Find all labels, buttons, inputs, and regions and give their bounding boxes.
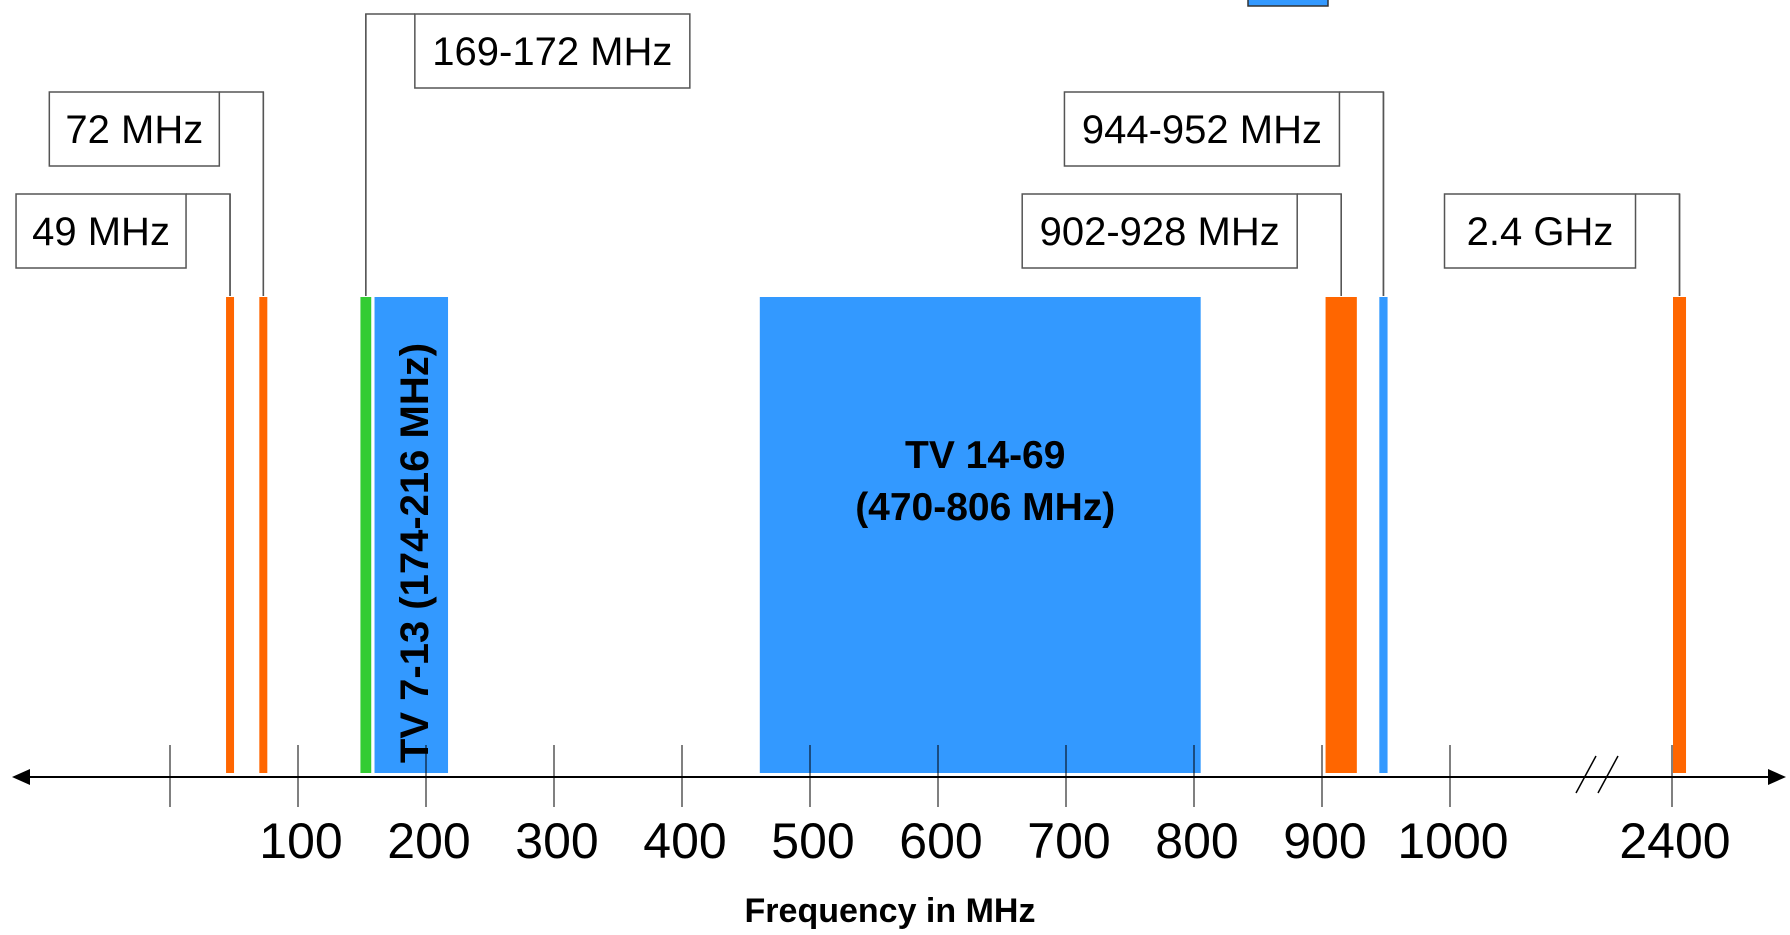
axis-break-mark-0 [1575, 755, 1597, 794]
callout-label-5: 902-928 MHz [1040, 210, 1280, 254]
band-label-4-line-0: TV 14-69 [905, 434, 1065, 477]
band-label-3: TV 7-13 (174-216 MHz) [393, 343, 437, 763]
callout-box-5 [1021, 193, 1298, 269]
axis-arrow-right [1768, 769, 1786, 785]
axis-arrow-left [12, 769, 30, 785]
band-0 [224, 295, 237, 775]
band-label-4-line-1: (470-806 MHz) [855, 486, 1115, 529]
x-tick-label-5: 500 [771, 813, 854, 869]
callout-label-6: 944-952 MHz [1082, 108, 1322, 152]
callout-box-7 [1443, 193, 1637, 269]
x-tick-label-7: 700 [1027, 813, 1110, 869]
x-tick-label-11: 2400 [1619, 813, 1730, 869]
x-tick-label-1: 100 [259, 813, 342, 869]
callout-box-1 [48, 91, 221, 167]
x-axis-title: Frequency in MHz [745, 892, 1036, 930]
x-tick-label-3: 300 [515, 813, 598, 869]
band-3 [372, 295, 451, 775]
legend-swatch [1247, 0, 1329, 7]
bands-layer: TV 7-13 (174-216 MHz) TV 14-69 (470-806 MH… [224, 295, 1689, 775]
callouts-layer: 49 MHz 72 MHz 169-172 MHz 902-928 MHz 944-95… [15, 13, 1681, 296]
callout-label-7: 2.4 GHz [1467, 210, 1614, 254]
band-1 [257, 295, 270, 775]
band-5 [1323, 295, 1359, 775]
axis-break-mark-1 [1597, 755, 1619, 794]
legend [1247, 0, 1329, 7]
band-7 [1671, 295, 1689, 775]
callout-leader-2 [365, 13, 415, 296]
x-axis: 100 200 300 400 500 600 700 800 900 1000 2400 [12, 745, 1786, 869]
band-2 [358, 295, 374, 775]
callout-leader-5 [1297, 193, 1342, 296]
x-tick-label-6: 600 [899, 813, 982, 869]
band-6 [1377, 295, 1390, 775]
callout-label-1: 72 MHz [65, 108, 203, 152]
callout-leader-6 [1339, 91, 1385, 296]
x-tick-label-8: 800 [1155, 813, 1238, 869]
band-4 [757, 295, 1203, 775]
callout-label-0: 49 MHz [32, 210, 170, 254]
x-tick-label-4: 400 [643, 813, 726, 869]
callout-box-0 [15, 193, 187, 269]
x-tick-label-10: 1000 [1397, 813, 1508, 869]
callout-box-6 [1063, 91, 1341, 167]
x-tick-label-9: 900 [1283, 813, 1366, 869]
callout-leader-0 [186, 193, 231, 296]
x-tick-label-2: 200 [387, 813, 470, 869]
callout-box-2 [414, 13, 691, 89]
callout-leader-7 [1635, 193, 1681, 296]
callout-label-2: 169-172 MHz [432, 30, 672, 74]
